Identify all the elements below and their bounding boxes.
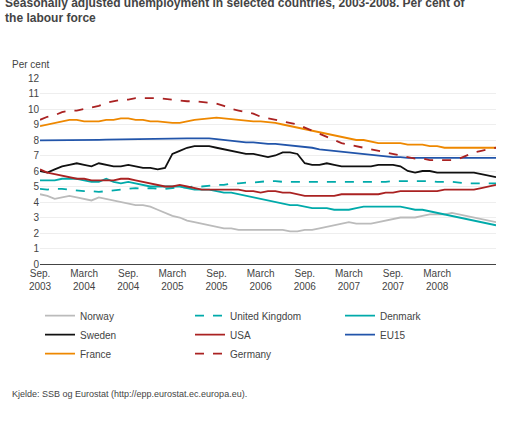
- svg-text:5: 5: [33, 181, 39, 192]
- svg-text:10: 10: [28, 104, 40, 115]
- svg-text:8: 8: [33, 135, 39, 146]
- svg-text:6: 6: [33, 166, 39, 177]
- svg-text:United Kingdom: United Kingdom: [230, 311, 301, 322]
- svg-text:Sep.2005: Sep.2005: [205, 268, 228, 292]
- svg-text:Sep.2006: Sep.2006: [294, 268, 317, 292]
- svg-text:9: 9: [33, 119, 39, 130]
- svg-text:2: 2: [33, 228, 39, 239]
- svg-text:March2006: March2006: [247, 268, 275, 292]
- svg-text:EU15: EU15: [380, 330, 405, 341]
- svg-text:March2004: March2004: [70, 268, 98, 292]
- svg-text:3: 3: [33, 212, 39, 223]
- svg-text:Per cent: Per cent: [12, 59, 49, 70]
- svg-text:0: 0: [33, 259, 39, 270]
- svg-text:Sep.2007: Sep.2007: [382, 268, 405, 292]
- svg-text:7: 7: [33, 150, 39, 161]
- svg-text:11: 11: [29, 88, 40, 99]
- svg-text:1: 1: [33, 243, 39, 254]
- svg-text:Sweden: Sweden: [80, 330, 116, 341]
- svg-text:Sep.2003: Sep.2003: [29, 268, 52, 292]
- svg-text:Denmark: Denmark: [380, 311, 422, 322]
- svg-text:4: 4: [33, 197, 39, 208]
- svg-text:Germany: Germany: [230, 349, 271, 360]
- svg-text:Kjelde: SSB og Eurostat (http:: Kjelde: SSB og Eurostat (http://epp.euro…: [12, 389, 247, 399]
- svg-text:Seasonally adjusted unemployme: Seasonally adjusted unemployment in sele…: [5, 0, 466, 25]
- svg-text:USA: USA: [230, 330, 251, 341]
- svg-text:March2007: March2007: [335, 268, 363, 292]
- svg-text:France: France: [80, 349, 112, 360]
- svg-text:March2008: March2008: [423, 268, 451, 292]
- svg-text:Sep.2004: Sep.2004: [117, 268, 140, 292]
- svg-text:March2005: March2005: [158, 268, 186, 292]
- svg-text:Norway: Norway: [80, 311, 114, 322]
- svg-text:12: 12: [28, 73, 40, 84]
